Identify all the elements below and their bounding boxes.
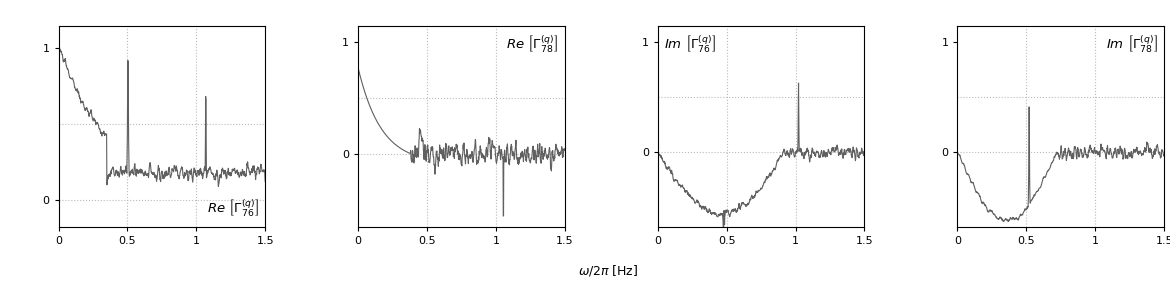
Text: $\mathit{Re}\ \left[\Gamma_{76}^{(q)}\right]$: $\mathit{Re}\ \left[\Gamma_{76}^{(q)}\ri… [207,198,259,219]
Text: $\mathit{Im}\ \left[\Gamma_{78}^{(q)}\right]$: $\mathit{Im}\ \left[\Gamma_{78}^{(q)}\ri… [1106,34,1158,55]
Text: $\mathit{Im}\ \left[\Gamma_{76}^{(q)}\right]$: $\mathit{Im}\ \left[\Gamma_{76}^{(q)}\ri… [665,34,716,55]
Text: $\mathit{Re}\ \left[\Gamma_{78}^{(q)}\right]$: $\mathit{Re}\ \left[\Gamma_{78}^{(q)}\ri… [507,34,558,55]
Text: $\omega/2\pi\ \mathrm{[Hz]}$: $\omega/2\pi\ \mathrm{[Hz]}$ [578,263,639,278]
